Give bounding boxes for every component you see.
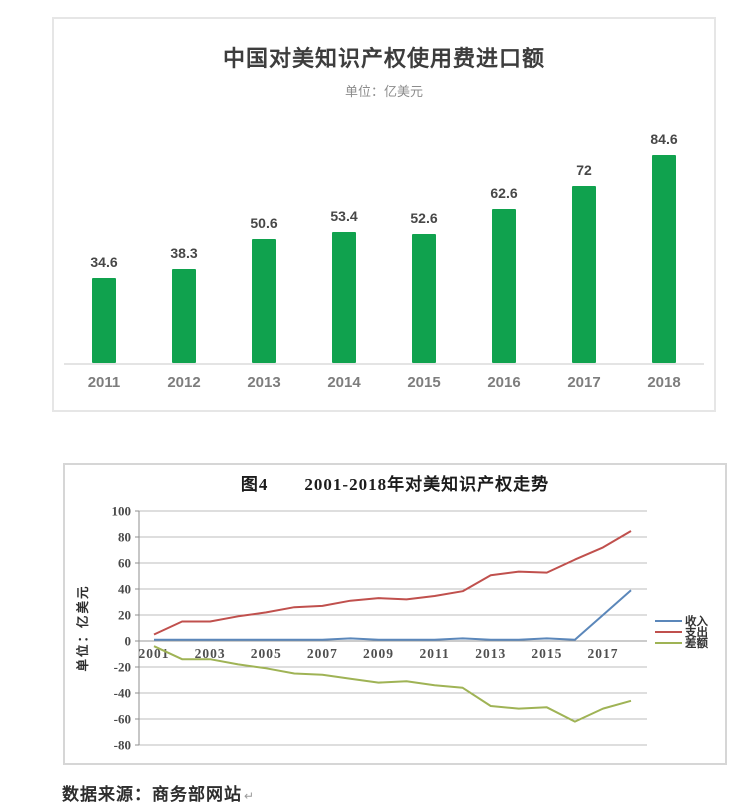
x-tick-label: 2013 — [475, 646, 506, 661]
line-chart-figure: 图4 2001-2018年对美知识产权走势 100 80 60 40 20 0 -20 -40… — [63, 463, 727, 765]
x-tick-label: 2011 — [419, 646, 449, 661]
paragraph-return-mark: ↵ — [244, 789, 256, 803]
bar-category-label: 2011 — [87, 374, 121, 391]
bar-column: 52.6 — [384, 110, 464, 363]
bar-chart-title: 中国对美知识产权使用费进口额 — [222, 46, 545, 71]
series-line-expenditure — [153, 530, 632, 636]
x-tick-label: 2017 — [587, 646, 618, 661]
bar-category-label: 2015 — [407, 374, 441, 391]
bar-column: 53.4 — [304, 110, 384, 363]
bar-value-label: 62.6 — [490, 185, 518, 201]
bar-value-label: 53.4 — [330, 208, 358, 224]
bar-axis-labels: 2011 2012 2013 2014 2015 2016 2017 2018 — [64, 374, 704, 391]
bar-category-label: 2012 — [167, 374, 201, 391]
line-chart-canvas: 100 80 60 40 20 0 -20 -40 -60 -80 2001 2003 2005 2007… — [75, 504, 708, 753]
y-tick-label: 60 — [118, 556, 131, 571]
bar-value-label: 38.3 — [170, 245, 198, 261]
legend-label: 差额 — [685, 636, 708, 650]
bar-column: 72 — [544, 110, 624, 363]
bar-column: 84.6 — [624, 110, 704, 363]
bar-category-label: 2013 — [247, 374, 281, 391]
y-tick-label: 0 — [125, 634, 132, 649]
bar-category-label: 2018 — [647, 374, 681, 391]
bar-chart-figure: 中国对美知识产权使用费进口额 单位：亿美元 34.6 38.3 50.6 53.4 52… — [52, 17, 716, 412]
y-tick-label: 100 — [112, 504, 132, 519]
bar — [92, 278, 116, 363]
y-tick-label: 80 — [118, 530, 131, 545]
bar-category-label: 2014 — [327, 374, 361, 391]
bar — [572, 186, 596, 363]
bar-column: 50.6 — [224, 110, 304, 363]
series-line-income — [154, 589, 632, 641]
bar-column: 62.6 — [464, 110, 544, 363]
y-axis-unit-label: 单位：亿美元 — [75, 584, 90, 671]
y-tick-label: 20 — [118, 608, 131, 623]
y-tick-label: -40 — [114, 686, 131, 701]
y-tick-label: -60 — [114, 712, 131, 727]
bar — [652, 155, 676, 363]
x-tick-label: 2009 — [363, 646, 394, 661]
bar-value-label: 72 — [576, 162, 592, 178]
bar-value-label: 34.6 — [90, 254, 118, 270]
x-tick-label: 2015 — [531, 646, 562, 661]
x-tick-label: 2005 — [251, 646, 282, 661]
bar-value-label: 84.6 — [650, 131, 678, 147]
data-source-note: 数据来源：商务部网站 ↵ — [62, 780, 255, 805]
bar — [172, 269, 196, 363]
line-chart-title: 图4 2001-2018年对美知识产权走势 — [240, 475, 550, 494]
data-source-text: 数据来源：商务部网站 — [62, 785, 242, 804]
bar-value-label: 52.6 — [410, 210, 438, 226]
series-line-balance — [153, 645, 632, 723]
y-tick-label: 40 — [118, 582, 131, 597]
bar-column: 34.6 — [64, 110, 144, 363]
bar — [252, 239, 276, 363]
bar-category-label: 2016 — [487, 374, 521, 391]
bar — [492, 209, 516, 363]
y-tick-label: -80 — [114, 738, 131, 753]
x-tick-label: 2001 — [139, 646, 170, 661]
x-tick-label: 2003 — [195, 646, 226, 661]
legend-label: 支出 — [684, 625, 708, 639]
bar-column: 38.3 — [144, 110, 224, 363]
legend-label: 收入 — [685, 614, 708, 628]
bar — [332, 232, 356, 363]
bar — [412, 234, 436, 363]
bar-chart-unit-subtitle: 单位：亿美元 — [344, 84, 423, 99]
bar-category-label: 2017 — [567, 374, 601, 391]
bar-plot: 34.6 38.3 50.6 53.4 52.6 62.6 72 84.6 — [64, 110, 704, 365]
bar-value-label: 50.6 — [250, 215, 278, 231]
x-tick-label: 2007 — [307, 646, 338, 661]
y-tick-label: -20 — [114, 660, 131, 675]
